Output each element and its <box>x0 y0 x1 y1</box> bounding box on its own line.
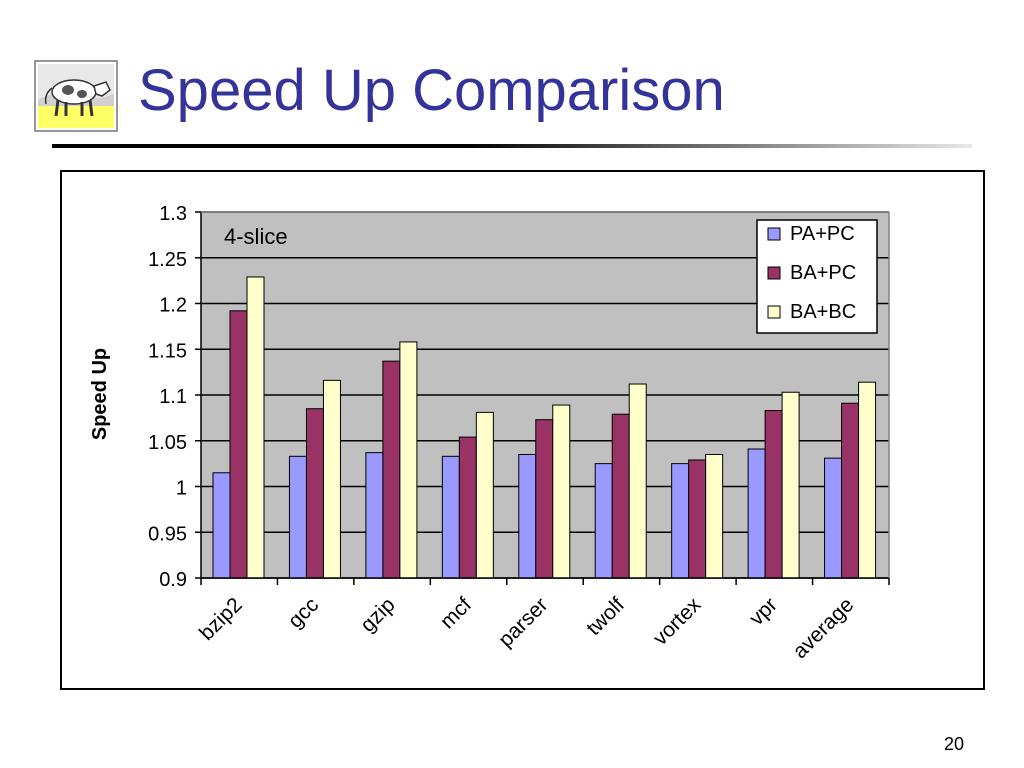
legend: PA+PC BA+PC BA+BC <box>756 219 878 334</box>
bar <box>747 448 766 579</box>
bar <box>246 276 265 579</box>
y-tick-label: 1.25 <box>148 249 187 271</box>
bar <box>824 457 843 579</box>
legend-swatch <box>767 305 781 319</box>
y-axis-label: Speed Up <box>89 348 111 440</box>
y-tick-labels: 1.3 1.25 1.2 1.15 1.1 1.05 1 0.95 0.9 <box>148 203 187 591</box>
bar <box>535 419 554 579</box>
bar-series <box>212 276 877 579</box>
bar <box>781 391 800 579</box>
y-tick-label: 1 <box>176 478 187 500</box>
page-number: 20 <box>943 734 964 754</box>
bar <box>229 310 248 579</box>
bar <box>458 436 477 579</box>
title-underline <box>52 144 972 148</box>
legend-swatch <box>767 227 781 241</box>
bar <box>365 452 384 579</box>
x-tick-label: vpr <box>745 593 782 630</box>
x-tick-labels: bzip2 gcc gzip mcf parser twolf vortex vpr avera… <box>195 593 858 663</box>
chart-container: 1.3 1.25 1.2 1.15 1.1 1.05 1 0.95 0.9 bzip2 gcc gz… <box>60 170 985 690</box>
bar <box>594 463 613 579</box>
y-tick-label: 1.15 <box>148 340 187 362</box>
bar <box>705 453 724 579</box>
bar <box>288 455 307 579</box>
slide-title: Speed Up Comparison <box>138 58 725 123</box>
bar <box>671 463 690 579</box>
cow-logo <box>34 60 118 132</box>
x-tick-label: gcc <box>284 593 323 632</box>
bar <box>518 453 537 579</box>
x-tick-label: mcf <box>436 593 476 633</box>
bar <box>399 341 418 579</box>
bar <box>611 413 630 579</box>
bar <box>764 410 783 579</box>
bar <box>841 402 860 579</box>
x-tick-label: parser <box>494 593 552 651</box>
y-tick-label: 1.2 <box>159 295 187 317</box>
bar <box>305 408 324 579</box>
x-tick-label: vortex <box>649 593 706 650</box>
x-tick-label: bzip2 <box>195 593 247 645</box>
y-tick-label: 1.3 <box>159 203 187 225</box>
x-tick-label: average <box>788 593 858 663</box>
bar <box>212 472 231 579</box>
chart-annotation: 4-slice <box>224 224 288 249</box>
x-tick-label: twolf <box>582 593 629 640</box>
legend-label: BA+BC <box>790 301 856 323</box>
bar <box>475 411 494 579</box>
bar <box>552 404 571 579</box>
bar-chart: 1.3 1.25 1.2 1.15 1.1 1.05 1 0.95 0.9 bzip2 gcc gz… <box>89 203 890 663</box>
y-tick-label: 1.05 <box>148 432 187 454</box>
y-tick-label: 0.9 <box>159 569 187 591</box>
x-tick-label: gzip <box>356 593 400 637</box>
legend-label: PA+PC <box>790 223 855 245</box>
y-tick-label: 0.95 <box>148 523 187 545</box>
axes <box>200 211 890 585</box>
bar <box>628 383 647 579</box>
legend-swatch <box>767 266 781 280</box>
bar <box>858 381 877 579</box>
bar <box>688 459 707 579</box>
bar <box>382 360 401 579</box>
bar <box>322 379 341 579</box>
legend-label: BA+PC <box>790 262 856 284</box>
bar <box>441 455 460 579</box>
y-tick-label: 1.1 <box>159 386 187 408</box>
